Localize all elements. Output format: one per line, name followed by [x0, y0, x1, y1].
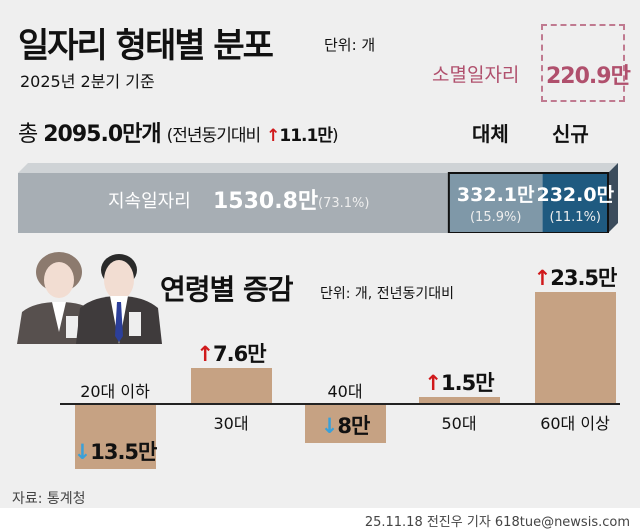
- bar-4: [534, 292, 616, 404]
- total-value: 2095.0만개: [43, 122, 161, 147]
- category-label: 60대 이상: [540, 414, 610, 433]
- down-arrow-icon: ↓: [320, 414, 339, 439]
- source-label: 자료: 통계청: [12, 491, 86, 507]
- chart-title: 연령별 증감: [160, 273, 294, 306]
- stacked-bar: 지속일자리 1530.8만 (73.1%) 332.1만 (15.9%) 232…: [18, 163, 618, 233]
- up-arrow-icon: ↑: [424, 370, 442, 395]
- bar-0: [74, 405, 156, 470]
- total-prefix: 총: [18, 122, 38, 147]
- replaced-pct: (15.9%): [470, 210, 521, 225]
- credit-label: 25.11.18 전진우 기자 618tue@newsis.com: [364, 515, 630, 530]
- value-label: ↑7.6만: [196, 341, 266, 366]
- bar-1: [190, 367, 272, 404]
- date-label: 2025년 2분기 기준: [20, 72, 155, 91]
- value-label: ↑1.5만: [424, 370, 494, 395]
- down-arrow-icon: ↓: [73, 440, 92, 465]
- value-label: ↓13.5만: [73, 440, 158, 465]
- segment-new: [542, 173, 608, 233]
- category-label: 40대: [327, 382, 363, 401]
- total-change: 11.1만: [279, 126, 333, 146]
- continuing-value: 1530.8만: [213, 189, 318, 214]
- bar-3: [418, 396, 500, 404]
- replaced-value: 332.1만: [457, 184, 535, 206]
- disappeared-cube-icon: [541, 24, 625, 102]
- chart-unit: 단위: 개, 전년동기대비: [320, 286, 454, 302]
- total-line: 총 2095.0만개 (전년동기대비 ↑11.1만): [18, 116, 339, 148]
- value-label: ↑23.5만: [533, 266, 618, 290]
- up-arrow-icon: ↑: [266, 126, 280, 146]
- up-arrow-icon: ↑: [196, 341, 214, 366]
- footer-strip: [0, 508, 640, 532]
- segment-replaced: [448, 173, 543, 233]
- new-pct: (11.1%): [550, 210, 601, 225]
- disappeared-label: 소멸일자리: [432, 64, 520, 86]
- continuing-label: 지속일자리: [108, 191, 191, 212]
- continuing-pct: (73.1%): [318, 196, 369, 211]
- baseline: [60, 403, 620, 405]
- category-label: 50대: [441, 414, 477, 433]
- segment-continuing: [18, 173, 449, 233]
- disappeared-value: 220.9만: [546, 64, 631, 89]
- compare-open: (전년동기대비: [166, 126, 261, 146]
- up-arrow-icon: ↑: [533, 266, 552, 290]
- replaced-header: 대체: [472, 122, 509, 146]
- workers-illustration: [17, 252, 162, 344]
- new-value: 232.0만: [536, 184, 614, 206]
- value-label: ↓8만: [320, 414, 371, 439]
- category-label: 20대 이하: [80, 382, 150, 401]
- unit-label: 단위: 개: [324, 36, 376, 54]
- bar-2: [304, 405, 386, 444]
- compare-close: ): [331, 126, 339, 146]
- new-header: 신규: [552, 122, 589, 146]
- page-title: 일자리 형태별 분포: [18, 26, 274, 66]
- category-label: 30대: [213, 414, 249, 433]
